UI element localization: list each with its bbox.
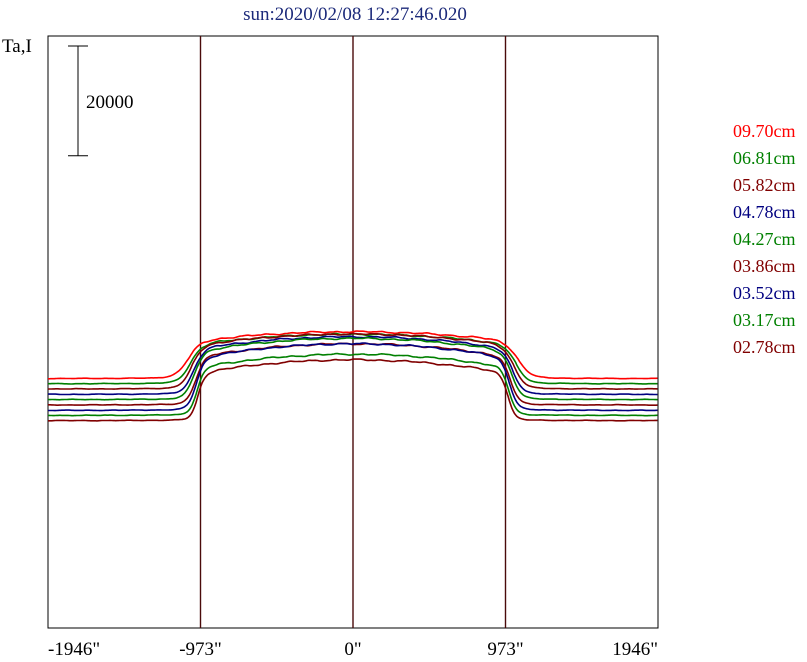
- legend-entry-09.70cm: 09.70cm: [733, 121, 796, 141]
- series-line-05.82cm: [47, 332, 658, 390]
- legend-entry-03.17cm: 03.17cm: [733, 310, 796, 330]
- scale-bar-label: 20000: [86, 92, 134, 113]
- series-line-09.70cm: [48, 330, 658, 380]
- legend-entry-04.78cm: 04.78cm: [733, 202, 796, 222]
- legend-entry-05.82cm: 05.82cm: [733, 175, 796, 195]
- series-line-02.78cm: [48, 358, 658, 422]
- y-axis-label: Ta,I: [2, 36, 32, 57]
- series-line-03.52cm: [48, 342, 658, 412]
- legend: 09.70cm 06.81cm 05.82cm 04.78cm 04.27cm 03.86…: [733, 121, 796, 357]
- x-tick-label-4: 1946": [612, 639, 658, 660]
- x-tick-label-2: 0": [344, 639, 361, 660]
- series-lines: [47, 330, 658, 422]
- legend-entry-02.78cm: 02.78cm: [733, 337, 796, 357]
- series-line-04.78cm: [48, 335, 658, 396]
- scale-bar: 20000: [68, 45, 134, 157]
- series-line-03.17cm: [48, 352, 658, 417]
- legend-entry-03.86cm: 03.86cm: [733, 256, 796, 276]
- x-tick-label-1: -973": [179, 639, 222, 660]
- legend-entry-03.52cm: 03.52cm: [733, 283, 796, 303]
- x-axis-ticks: -1946" -973" 0" 973" 1946": [48, 639, 658, 660]
- legend-entry-04.27cm: 04.27cm: [733, 229, 796, 249]
- legend-entry-06.81cm: 06.81cm: [733, 148, 796, 168]
- chart-title: sun:2020/02/08 12:27:46.020: [243, 4, 467, 25]
- series-line-04.27cm: [47, 336, 658, 401]
- x-tick-label-3: 973": [487, 639, 523, 660]
- x-tick-label-0: -1946": [48, 639, 100, 660]
